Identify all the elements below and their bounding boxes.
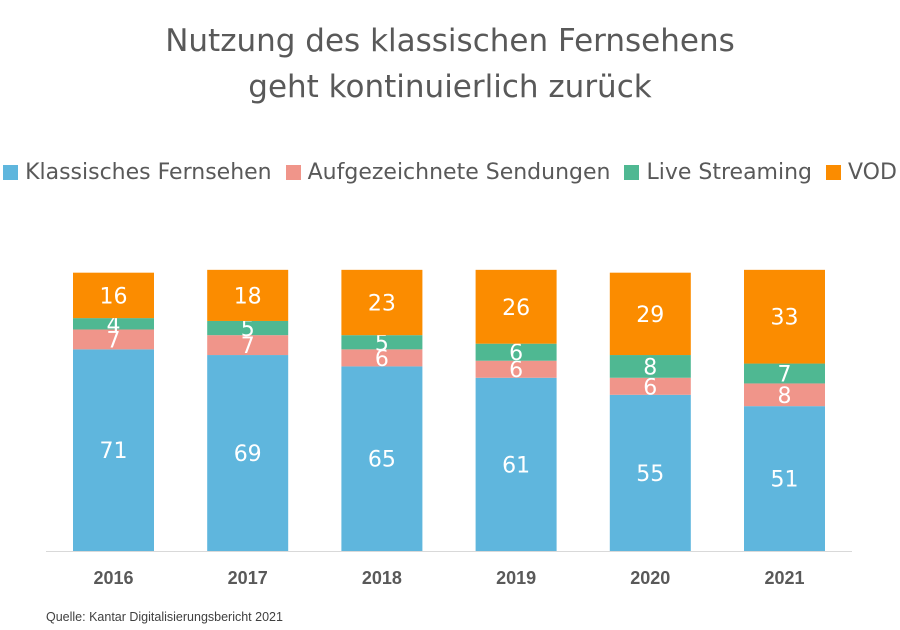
data-label-aufgezeichnete-sendungen-2020: 6 [643,375,657,400]
bar-segment-aufgezeichnete-sendungen-2020 [609,377,691,395]
bar-segment-klassisches-fernsehen-2021 [744,406,825,551]
data-label-live-streaming-2020: 8 [643,355,657,380]
data-label-vod-2018: 23 [368,292,396,317]
legend-item-vod: VOD [826,160,897,185]
x-tick-label-2020: 2020 [630,568,670,588]
bar-segment-live-streaming-2018 [341,335,423,350]
data-label-aufgezeichnete-sendungen-2018: 6 [375,347,389,372]
data-label-vod-2020: 29 [636,303,664,328]
chart-title-line-2: geht kontinuierlich zurück [248,69,652,105]
data-label-vod-2016: 16 [100,284,128,309]
legend-swatch [3,165,19,180]
data-label-vod-2019: 26 [502,296,530,321]
bar-segment-vod-2021 [744,269,825,364]
bar-segment-vod-2016 [73,272,154,319]
data-label-klassisches-fernsehen-2021: 51 [771,468,799,493]
data-label-live-streaming-2017: 5 [241,317,255,342]
data-label-vod-2017: 18 [234,284,262,309]
legend-item-live-streaming: Live Streaming [624,160,812,185]
data-label-klassisches-fernsehen-2020: 55 [636,462,664,487]
data-label-klassisches-fernsehen-2019: 61 [502,453,530,478]
bar-segment-vod-2018 [341,269,423,336]
bar-segment-aufgezeichnete-sendungen-2017 [207,335,289,356]
bar-segment-vod-2020 [609,272,691,356]
data-label-aufgezeichnete-sendungen-2021: 8 [778,384,792,409]
data-label-live-streaming-2021: 7 [778,363,792,388]
bar-segment-klassisches-fernsehen-2019 [475,377,557,551]
bar-segment-klassisches-fernsehen-2018 [341,366,423,551]
bar-segment-live-streaming-2017 [207,320,289,336]
data-label-klassisches-fernsehen-2016: 71 [100,439,128,464]
bar-segment-vod-2019 [475,269,557,344]
legend-item-aufgezeichnete-sendungen: Aufgezeichnete Sendungen [285,160,611,185]
data-label-aufgezeichnete-sendungen-2019: 6 [509,358,523,383]
legend-swatch [285,165,301,180]
legend-label: VOD [848,160,897,185]
x-tick-label-2016: 2016 [93,568,133,588]
x-tick-label-2018: 2018 [362,568,402,588]
bar-segment-vod-2017 [207,269,289,321]
legend-label: Aufgezeichnete Sendungen [307,160,611,185]
chart-title-line-1: Nutzung des klassischen Fernsehens [165,23,735,59]
chart-title: Nutzung des klassischen Fernsehens geht … [0,18,900,110]
source-note: Quelle: Kantar Digitalisierungsbericht 2… [46,610,283,624]
bar-segment-aufgezeichnete-sendungen-2018 [341,349,423,367]
data-label-live-streaming-2016: 4 [107,313,121,338]
bar-segment-aufgezeichnete-sendungen-2016 [73,329,154,350]
legend-item-klassisches-fernsehen: Klassisches Fernsehen [3,160,272,185]
legend-swatch [624,165,640,180]
bar-segment-klassisches-fernsehen-2016 [73,349,154,551]
bar-segment-aufgezeichnete-sendungen-2019 [475,360,557,378]
data-label-aufgezeichnete-sendungen-2016: 7 [107,328,121,353]
data-label-vod-2021: 33 [771,306,799,331]
data-label-klassisches-fernsehen-2017: 69 [234,442,262,467]
x-tick-label-2021: 2021 [764,568,804,588]
legend-swatch [826,165,842,180]
x-tick-label-2017: 2017 [228,568,268,588]
x-tick-label-2019: 2019 [496,568,536,588]
bar-segment-live-streaming-2020 [609,355,691,378]
data-label-aufgezeichnete-sendungen-2017: 7 [241,334,255,359]
data-label-live-streaming-2018: 5 [375,331,389,356]
bar-segment-aufgezeichnete-sendungen-2021 [744,383,825,407]
bar-segment-live-streaming-2019 [475,343,557,361]
bar-segment-klassisches-fernsehen-2020 [609,394,691,551]
data-label-klassisches-fernsehen-2018: 65 [368,448,396,473]
chart-legend: Klassisches Fernsehen Aufgezeichnete Sen… [0,160,900,185]
data-label-live-streaming-2019: 6 [509,341,523,366]
legend-label: Live Streaming [646,160,813,185]
bar-segment-klassisches-fernsehen-2017 [207,355,289,551]
bar-segment-live-streaming-2016 [73,318,154,330]
bar-segment-live-streaming-2021 [744,363,825,384]
legend-label: Klassisches Fernsehen [25,160,272,185]
